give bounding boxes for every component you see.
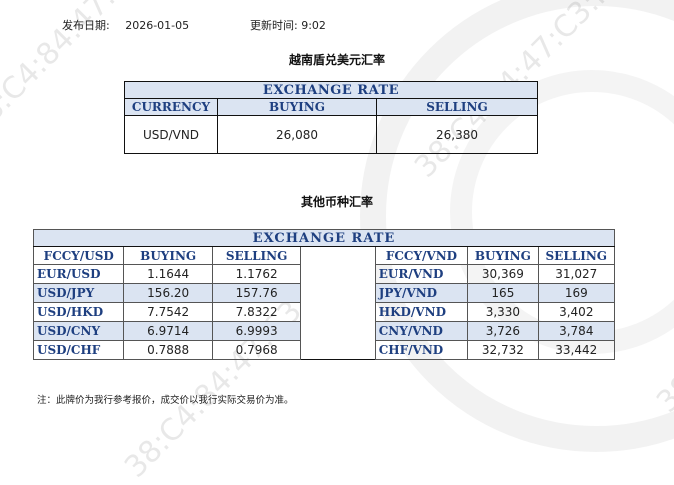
pair-cell: CNY/VND (374, 321, 469, 341)
selling-cell: 3,784 (537, 321, 616, 341)
selling-cell: 3,402 (537, 302, 616, 322)
pair-cell: EUR/VND (374, 264, 469, 284)
column-header-selling: SELLING (537, 246, 616, 265)
table-row: USD/CNY 6.9714 6.9993 CNY/VND 3,726 3,78… (32, 321, 616, 341)
buying-cell: 1.1644 (123, 264, 213, 284)
table-row: USD/HKD 7.7542 7.8322 HKD/VND 3,330 3,40… (32, 302, 616, 322)
pair-cell: USD/HKD (32, 302, 125, 322)
buying-cell: 6.9714 (123, 321, 213, 341)
buying-cell: 32,732 (467, 340, 539, 360)
column-header-fccy-usd: FCCY/USD (32, 246, 125, 265)
buying-cell: 30,369 (467, 264, 539, 284)
selling-cell: 26,380 (376, 115, 538, 154)
publish-date-value: 2026-01-05 (125, 19, 190, 32)
column-gap (300, 264, 376, 284)
column-gap (300, 283, 376, 303)
column-header-selling: SELLING (211, 246, 302, 265)
column-gap (300, 340, 376, 360)
buying-cell: 3,726 (467, 321, 539, 341)
table-row: USD/CHF 0.7888 0.7968 CHF/VND 32,732 33,… (32, 340, 616, 360)
buying-cell: 26,080 (217, 115, 377, 154)
publish-date: 发布日期: 2026-01-05 (62, 17, 189, 33)
buying-cell: 0.7888 (123, 340, 213, 360)
selling-cell: 31,027 (537, 264, 616, 284)
exchange-rate-caption: EXCHANGE RATE (33, 229, 615, 247)
usd-vnd-title: 越南盾兑美元汇率 (288, 53, 385, 67)
watermark-text: 38:C4:84:47:C3:FD (650, 193, 674, 420)
update-time: 更新时间: 9:02 (250, 17, 326, 33)
selling-cell: 7.8322 (211, 302, 302, 322)
selling-cell: 6.9993 (211, 321, 302, 341)
pair-cell: USD/JPY (32, 283, 125, 303)
column-gap (300, 321, 376, 341)
column-header-currency: CURRENCY (124, 98, 218, 116)
publish-date-label: 发布日期: (62, 19, 110, 32)
update-time-label: 更新时间: (250, 19, 298, 32)
column-header-buying: BUYING (217, 98, 377, 116)
column-header-selling: SELLING (376, 98, 538, 116)
update-time-value: 9:02 (301, 19, 326, 32)
exchange-rate-caption: EXCHANGE RATE (124, 81, 538, 99)
disclaimer-note: 注：此牌价为我行参考报价，成交价以我行实际交易价为准。 (37, 395, 294, 406)
column-gap (300, 246, 376, 265)
buying-cell: 156.20 (123, 283, 213, 303)
column-gap (300, 302, 376, 322)
pair-cell: CHF/VND (374, 340, 469, 360)
table-row: EUR/USD 1.1644 1.1762 EUR/VND 30,369 31,… (32, 264, 616, 284)
pair-cell: USD/CHF (32, 340, 125, 360)
selling-cell: 33,442 (537, 340, 616, 360)
column-header-buying: BUYING (123, 246, 213, 265)
usd-vnd-rate-table: EXCHANGE RATE CURRENCY BUYING SELLING US… (124, 81, 538, 154)
selling-cell: 0.7968 (211, 340, 302, 360)
other-currencies-rate-table: EXCHANGE RATE FCCY/USD BUYING SELLING FC… (32, 229, 616, 360)
table-row: USD/VND 26,080 26,380 (124, 115, 538, 154)
pair-cell: HKD/VND (374, 302, 469, 322)
column-header-buying: BUYING (467, 246, 539, 265)
buying-cell: 7.7542 (123, 302, 213, 322)
selling-cell: 1.1762 (211, 264, 302, 284)
other-currencies-title: 其他币种汇率 (300, 195, 373, 209)
pair-cell: EUR/USD (32, 264, 125, 284)
selling-cell: 157.76 (211, 283, 302, 303)
buying-cell: 165 (467, 283, 539, 303)
pair-cell: USD/CNY (32, 321, 125, 341)
buying-cell: 3,330 (467, 302, 539, 322)
table-row: USD/JPY 156.20 157.76 JPY/VND 165 169 (32, 283, 616, 303)
pair-cell: JPY/VND (374, 283, 469, 303)
selling-cell: 169 (537, 283, 616, 303)
column-header-fccy-vnd: FCCY/VND (374, 246, 469, 265)
currency-cell: USD/VND (124, 115, 218, 154)
